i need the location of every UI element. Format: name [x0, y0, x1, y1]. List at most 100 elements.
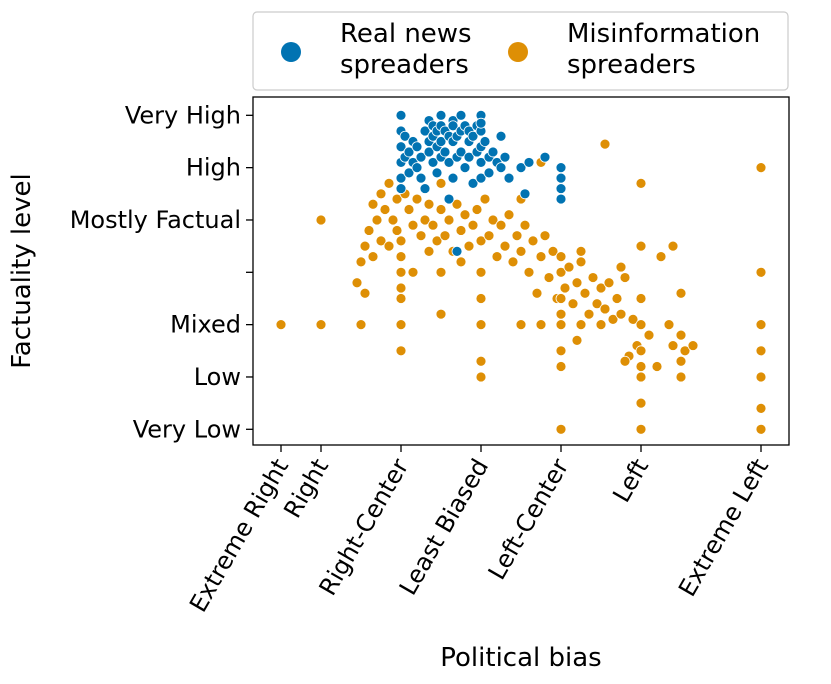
real-news-point	[443, 193, 455, 205]
legend-marker-misinformation	[508, 42, 528, 62]
misinformation-point	[515, 319, 527, 331]
real-news-point	[419, 125, 431, 137]
misinformation-point	[635, 177, 647, 189]
misinformation-point	[363, 225, 375, 236]
misinformation-point	[583, 308, 595, 320]
misinformation-point	[755, 162, 767, 174]
real-news-point	[487, 146, 499, 158]
misinformation-point	[555, 251, 567, 263]
misinformation-point	[755, 402, 767, 414]
misinformation-point	[523, 266, 535, 278]
misinformation-point	[391, 225, 403, 236]
misinformation-point	[675, 355, 687, 367]
misinformation-point	[531, 287, 543, 299]
misinformation-point	[451, 198, 463, 210]
legend-marker-real-news	[281, 42, 301, 62]
misinformation-point	[643, 329, 655, 341]
real-news-point	[411, 162, 423, 174]
misinformation-point	[535, 319, 547, 331]
misinformation-point	[627, 314, 639, 325]
real-news-point	[475, 172, 487, 184]
misinformation-point	[567, 298, 579, 310]
misinformation-point	[383, 177, 395, 189]
x-tick-label: Extreme Right	[184, 454, 294, 617]
real-news-point	[419, 183, 431, 194]
misinformation-point	[679, 345, 691, 357]
misinformation-point	[555, 319, 567, 331]
legend-label-real-news-line1: Real news	[340, 19, 472, 49]
misinformation-point	[547, 245, 559, 257]
misinformation-point	[379, 204, 391, 215]
y-tick-label: High	[186, 154, 241, 182]
misinformation-point	[411, 193, 423, 205]
misinformation-point	[435, 204, 447, 215]
misinformation-point	[395, 235, 407, 247]
misinformation-point	[475, 235, 487, 247]
misinformation-point	[439, 230, 451, 242]
misinformation-point	[387, 214, 399, 226]
real-news-point	[495, 162, 507, 174]
misinformation-point	[351, 277, 363, 289]
real-news-point	[439, 146, 451, 158]
real-news-point	[395, 172, 407, 184]
legend: Real news spreaders Misinformation sprea…	[252, 11, 789, 91]
misinformation-point	[371, 214, 383, 226]
misinformation-point	[587, 272, 599, 283]
misinformation-point	[599, 138, 611, 150]
misinformation-point	[407, 219, 419, 231]
y-tick-label: Mostly Factual	[70, 206, 241, 234]
misinformation-point	[355, 319, 367, 331]
misinformation-point	[375, 188, 387, 200]
real-news-point	[503, 172, 515, 184]
misinformation-point	[491, 251, 503, 263]
y-tick-label: Low	[194, 363, 241, 391]
misinformation-point	[755, 345, 767, 357]
misinformation-point	[571, 334, 583, 346]
real-news-point	[495, 130, 507, 142]
misinformation-point	[595, 319, 607, 331]
legend-label-misinformation-line2: spreaders	[567, 50, 696, 80]
misinformation-point	[755, 371, 767, 383]
real-news-point	[399, 130, 411, 142]
misinformation-point	[563, 261, 575, 273]
misinformation-point	[475, 371, 487, 383]
misinformation-point	[519, 219, 531, 231]
misinformation-point	[667, 240, 679, 252]
real-news-point	[403, 167, 415, 179]
misinformation-point	[655, 251, 667, 263]
misinformation-point	[275, 319, 287, 331]
misinformation-point	[475, 355, 487, 367]
misinformation-point	[635, 371, 647, 383]
real-news-point	[467, 130, 479, 142]
misinformation-point	[635, 361, 647, 372]
real-news-point	[499, 151, 511, 163]
misinformation-point	[595, 282, 607, 294]
misinformation-point	[555, 423, 567, 435]
misinformation-point	[675, 329, 687, 341]
misinformation-point	[435, 177, 447, 189]
misinformation-point	[527, 235, 539, 247]
misinformation-point	[483, 230, 495, 242]
real-news-point	[555, 193, 567, 205]
misinformation-point	[423, 245, 435, 257]
misinformation-point	[635, 397, 647, 409]
misinformation-point	[575, 319, 587, 331]
misinformation-point	[315, 319, 327, 331]
misinformation-point	[675, 371, 687, 383]
y-axis-title: Factuality level	[7, 173, 37, 369]
misinformation-point	[503, 209, 515, 221]
misinformation-point	[635, 423, 647, 435]
y-tick-label: Very Low	[133, 415, 241, 443]
misinformation-point	[475, 319, 487, 331]
misinformation-point	[395, 345, 407, 357]
real-news-point	[443, 157, 455, 168]
misinformation-point	[619, 355, 631, 367]
misinformation-point	[663, 319, 675, 331]
legend-label-misinformation-line1: Misinformation	[567, 19, 760, 49]
misinformation-point	[579, 287, 591, 299]
real-news-point	[539, 151, 551, 163]
y-tick-label: Mixed	[170, 311, 241, 339]
real-news-point	[455, 146, 467, 158]
misinformation-point	[359, 287, 371, 299]
real-news-point	[411, 141, 423, 153]
